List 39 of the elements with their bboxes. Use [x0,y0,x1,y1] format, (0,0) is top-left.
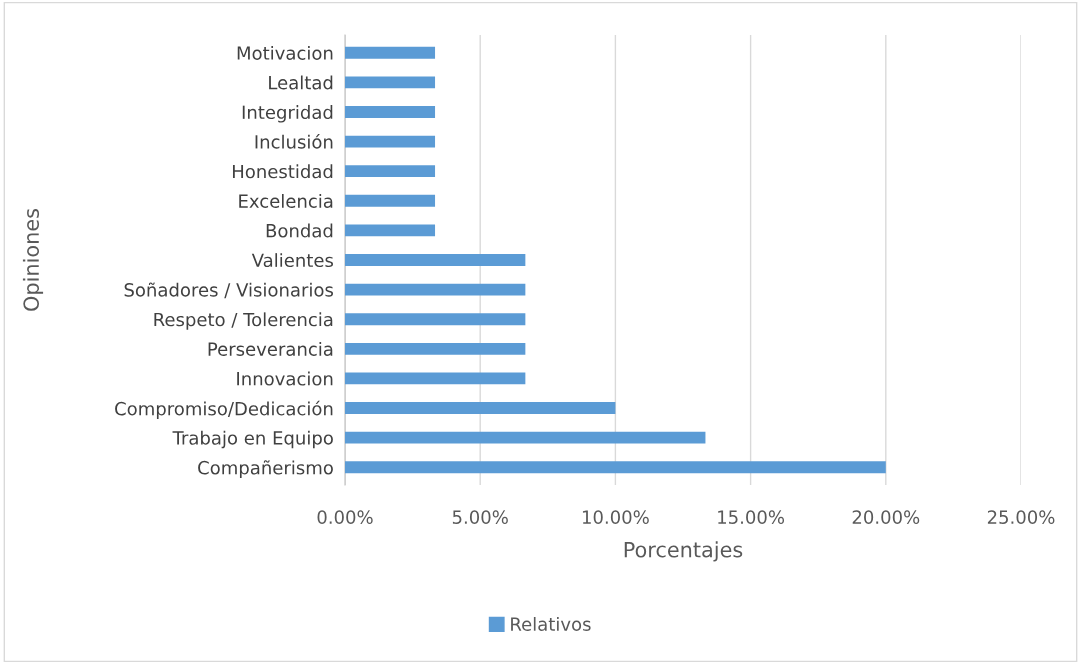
x-tick-label: 10.00% [582,510,649,524]
y-axis-title: Opiniones [22,209,44,311]
bar [345,76,436,89]
bar [345,254,526,266]
y-tick-label: Valientes [251,253,334,268]
bar [345,106,436,118]
bar [345,194,436,207]
bar [345,431,706,444]
bar [345,165,436,178]
x-tick-label: 15.00% [718,510,785,524]
y-tick-label: Respeto / Tolerencia [154,312,333,330]
y-tick-label: Integridad [242,105,333,123]
x-tick-label: 5.00% [452,510,508,524]
x-tick-label: 0.00% [317,510,373,524]
y-tick-label: Bondad [266,223,333,238]
bar [345,461,886,474]
x-axis-title: Porcentajes [624,541,743,562]
y-tick-label: Motivacion [237,45,333,60]
bar [345,342,526,355]
y-tick-label: Lealtad [269,75,333,90]
y-tick-label: Innovacion [237,371,333,386]
y-tick-label: Inclusión [255,134,333,149]
y-tick-label: Soñadores / Visionarios [124,282,334,299]
bar [345,224,436,237]
bar [345,135,436,148]
y-tick-label: Compañerismo [198,460,333,479]
bar [345,313,526,326]
y-tick-label: Compromiso/Dedicación [115,400,333,419]
y-tick-label: Trabajo en Equipo [172,430,333,449]
y-tick-label: Excelencia [239,193,333,208]
legend-label: Relativos [511,617,591,631]
bar [345,283,526,296]
x-tick-label: 25.00% [987,510,1055,524]
bar [345,402,616,414]
x-tick-label: 20.00% [852,510,920,524]
bar [345,46,436,59]
y-tick-label: Perseverancia [208,341,333,356]
y-tick-label: Honestidad [232,164,333,179]
bar [345,372,526,385]
